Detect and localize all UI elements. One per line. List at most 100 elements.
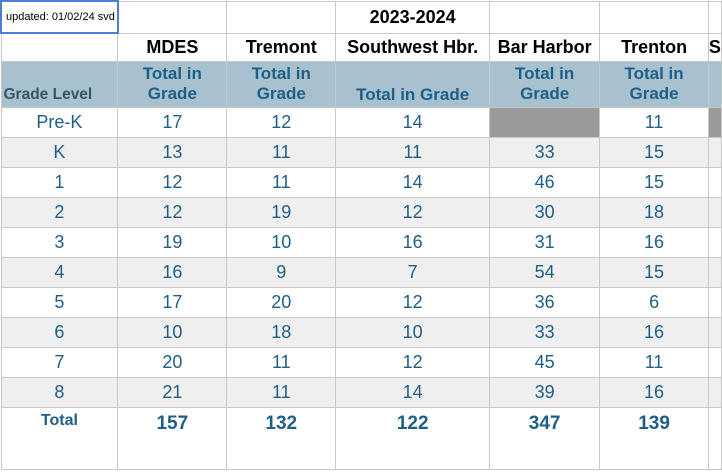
empty-cell[interactable] [707, 256, 722, 288]
enrollment-value-cell[interactable]: 7 [335, 256, 491, 288]
total-value[interactable]: 139 [599, 406, 709, 470]
enrollment-value-cell[interactable]: 14 [335, 106, 491, 138]
enrollment-value-cell[interactable]: 16 [599, 316, 709, 348]
empty-cell[interactable] [707, 226, 722, 258]
school-year-title[interactable]: 2023-2024 [335, 0, 491, 34]
total-value[interactable]: 347 [489, 406, 601, 470]
enrollment-value-cell[interactable]: 15 [599, 256, 709, 288]
enrollment-value-cell[interactable]: 12 [117, 166, 228, 198]
enrollment-value-cell[interactable]: 12 [226, 106, 337, 138]
enrollment-value-cell[interactable]: 11 [226, 136, 337, 168]
enrollment-value-cell[interactable]: 11 [226, 376, 337, 408]
enrollment-value-cell[interactable]: 21 [117, 376, 228, 408]
enrollment-value-cell[interactable]: 6 [599, 286, 709, 318]
grade-label-cell[interactable]: Pre-K [0, 106, 119, 138]
total-in-grade-header[interactable]: Total in Grade [489, 60, 601, 108]
grade-label-cell[interactable]: 5 [0, 286, 119, 318]
enrollment-value-cell[interactable]: 36 [489, 286, 601, 318]
enrollment-value-cell[interactable]: 19 [226, 196, 337, 228]
enrollment-value-cell[interactable]: 14 [335, 166, 491, 198]
empty-cell[interactable] [226, 0, 337, 34]
enrollment-value-cell[interactable]: 16 [335, 226, 491, 258]
enrollment-value-cell[interactable]: 33 [489, 136, 601, 168]
empty-cell[interactable] [707, 136, 722, 168]
enrollment-value-cell[interactable]: 12 [335, 346, 491, 378]
grade-label-cell[interactable]: K [0, 136, 119, 168]
enrollment-value-cell[interactable]: 16 [117, 256, 228, 288]
enrollment-value-cell[interactable]: 45 [489, 346, 601, 378]
enrollment-value-cell[interactable]: 18 [226, 316, 337, 348]
enrollment-value-cell[interactable]: 16 [599, 376, 709, 408]
enrollment-value-cell[interactable]: 12 [117, 196, 228, 228]
total-label[interactable]: Total [0, 406, 119, 470]
enrollment-value-cell[interactable]: 13 [117, 136, 228, 168]
enrollment-value-cell[interactable]: 17 [117, 286, 228, 318]
enrollment-value-cell[interactable]: 11 [599, 346, 709, 378]
total-in-grade-header[interactable]: Total in Grade [599, 60, 709, 108]
school-header-cutoff[interactable]: S [707, 32, 722, 62]
total-in-grade-header[interactable]: Total in Grade [335, 60, 491, 108]
empty-cell[interactable] [707, 346, 722, 378]
total-value[interactable]: 122 [335, 406, 491, 470]
enrollment-value-cell[interactable]: 10 [226, 226, 337, 258]
enrollment-value-cell[interactable]: 11 [226, 346, 337, 378]
enrollment-value-cell[interactable]: 46 [489, 166, 601, 198]
enrollment-value-cell[interactable]: 11 [599, 106, 709, 138]
enrollment-value-cell[interactable]: 9 [226, 256, 337, 288]
grade-label-cell[interactable]: 4 [0, 256, 119, 288]
grade-label-cell[interactable]: 7 [0, 346, 119, 378]
empty-cell[interactable] [0, 32, 119, 62]
school-header-mdes[interactable]: MDES [117, 32, 228, 62]
empty-cell[interactable] [707, 316, 722, 348]
enrollment-value-cell[interactable]: 33 [489, 316, 601, 348]
empty-cell[interactable] [599, 0, 709, 34]
grade-label-cell[interactable]: 2 [0, 196, 119, 228]
school-header-southwest-hbr[interactable]: Southwest Hbr. [335, 32, 491, 62]
enrollment-value-cell[interactable]: 11 [226, 166, 337, 198]
enrollment-value-cell[interactable]: 11 [335, 136, 491, 168]
school-header-trenton[interactable]: Trenton [599, 32, 709, 62]
empty-cell[interactable] [707, 376, 722, 408]
total-value[interactable]: 132 [226, 406, 337, 470]
total-value[interactable]: 157 [117, 406, 228, 470]
empty-cell[interactable] [707, 106, 722, 138]
table-row: 2 12 19 12 30 18 [0, 196, 722, 228]
empty-cell[interactable] [117, 0, 228, 34]
empty-cell[interactable] [707, 166, 722, 198]
enrollment-value-cell[interactable]: 12 [335, 196, 491, 228]
enrollment-value-cell[interactable]: 18 [599, 196, 709, 228]
enrollment-value-cell[interactable]: 31 [489, 226, 601, 258]
updated-note-cell[interactable]: updated: 01/02/24 svd [0, 0, 119, 34]
enrollment-value-cell[interactable]: 39 [489, 376, 601, 408]
grade-level-header[interactable]: Grade Level [0, 60, 119, 108]
grade-label-cell[interactable]: 8 [0, 376, 119, 408]
enrollment-value-cell[interactable]: 12 [335, 286, 491, 318]
enrollment-value-cell[interactable]: 10 [117, 316, 228, 348]
empty-cell[interactable] [707, 60, 722, 108]
empty-cell[interactable] [489, 0, 601, 34]
empty-cell[interactable] [707, 286, 722, 318]
enrollment-value-cell[interactable]: 17 [117, 106, 228, 138]
enrollment-value-cell[interactable]: 16 [599, 226, 709, 258]
enrollment-value-cell[interactable]: 15 [599, 136, 709, 168]
enrollment-value-cell[interactable]: 20 [226, 286, 337, 318]
enrollment-value-cell[interactable]: 20 [117, 346, 228, 378]
blank-shaded-cell[interactable] [489, 106, 601, 138]
total-in-grade-header[interactable]: Total in Grade [117, 60, 228, 108]
school-header-tremont[interactable]: Tremont [226, 32, 337, 62]
empty-cell[interactable] [707, 0, 722, 34]
empty-cell[interactable] [707, 196, 722, 228]
school-header-bar-harbor[interactable]: Bar Harbor [489, 32, 601, 62]
grade-label-cell[interactable]: 3 [0, 226, 119, 258]
total-in-grade-header[interactable]: Total in Grade [226, 60, 337, 108]
enrollment-value-cell[interactable]: 14 [335, 376, 491, 408]
enrollment-value-cell[interactable]: 19 [117, 226, 228, 258]
enrollment-value-cell[interactable]: 54 [489, 256, 601, 288]
enrollment-value-cell[interactable]: 15 [599, 166, 709, 198]
enrollment-value-cell[interactable]: 10 [335, 316, 491, 348]
grade-label-cell[interactable]: 6 [0, 316, 119, 348]
empty-cell[interactable] [707, 406, 722, 470]
column-subheader-row: Grade Level Total in Grade Total in Grad… [0, 60, 722, 108]
grade-label-cell[interactable]: 1 [0, 166, 119, 198]
enrollment-value-cell[interactable]: 30 [489, 196, 601, 228]
